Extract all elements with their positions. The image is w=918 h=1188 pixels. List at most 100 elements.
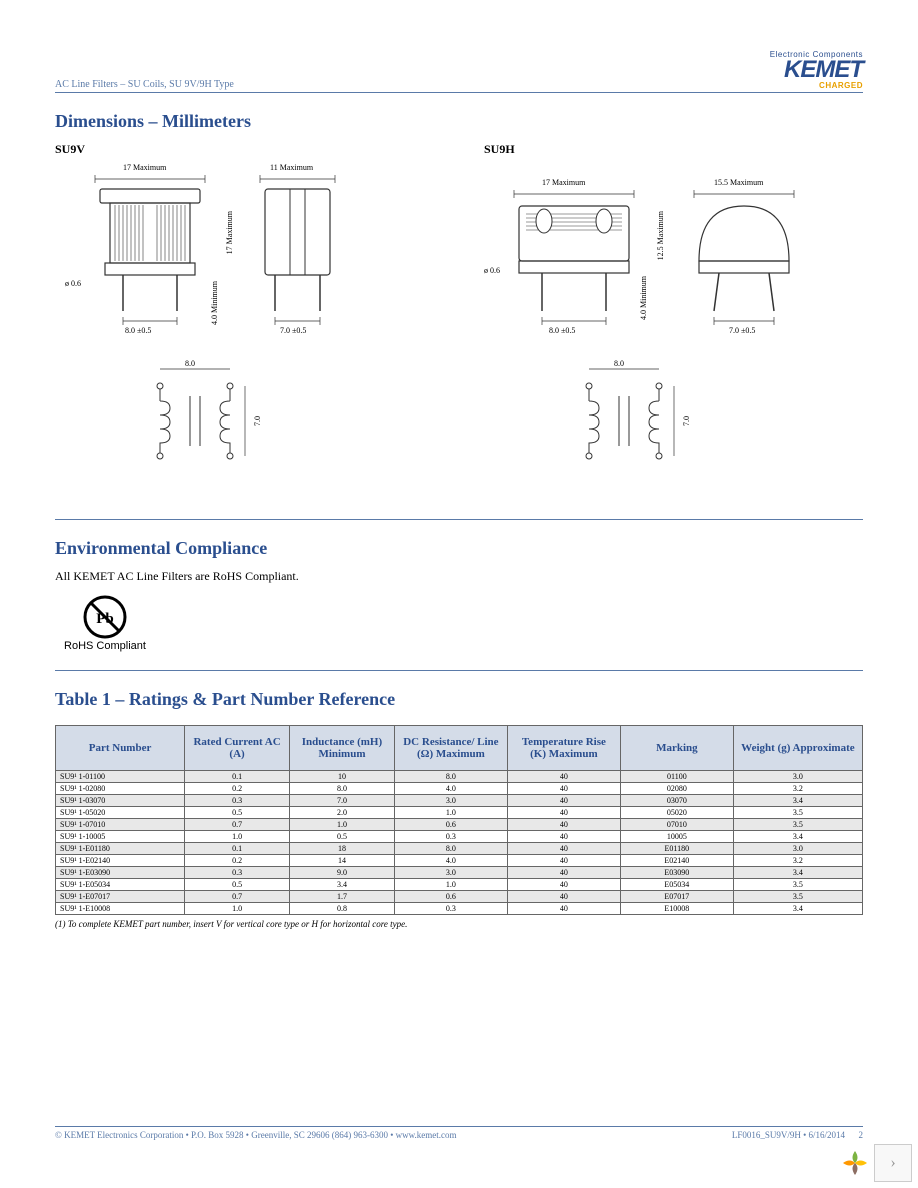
table-cell: 0.2 <box>185 782 290 794</box>
diagram-su9v: 17 Maximum 11 Maximum 17 Maximum ø 0.6 8… <box>55 161 434 501</box>
table-row: SU9¹ 1-E030900.39.03.040E030903.4 <box>56 866 863 878</box>
table-cell: 8.0 <box>290 782 395 794</box>
table-row: SU9¹ 1-100051.00.50.340100053.4 <box>56 830 863 842</box>
footer-left: © KEMET Electronics Corporation • P.O. B… <box>55 1130 457 1140</box>
dim-text: 7.0 <box>253 416 262 426</box>
table-cell: 40 <box>507 890 620 902</box>
table-cell: SU9¹ 1-05020 <box>56 806 185 818</box>
table-cell: E05034 <box>620 878 733 890</box>
table-cell: 0.7 <box>185 890 290 902</box>
table-cell: 40 <box>507 866 620 878</box>
table-cell: E02140 <box>620 854 733 866</box>
table-cell: 2.0 <box>290 806 395 818</box>
table-cell: SU9¹ 1-03070 <box>56 794 185 806</box>
table-cell: 0.3 <box>394 902 507 914</box>
table-cell: 3.4 <box>733 830 862 842</box>
su9v-schematic-icon <box>135 361 285 481</box>
table-cell: 40 <box>507 794 620 806</box>
table-row: SU9¹ 1-E100081.00.80.340E100083.4 <box>56 902 863 914</box>
table-cell: 10005 <box>620 830 733 842</box>
table-cell: 40 <box>507 902 620 914</box>
table-cell: 01100 <box>620 770 733 782</box>
table-row: SU9¹ 1-011000.1108.040011003.0 <box>56 770 863 782</box>
su9h-schematic-icon <box>564 361 714 481</box>
ratings-table: Part NumberRated Current AC (A)Inductanc… <box>55 725 863 915</box>
table-cell: 0.2 <box>185 854 290 866</box>
dim-text: 17 Maximum <box>225 211 234 254</box>
table-cell: 3.5 <box>733 878 862 890</box>
table-row: SU9¹ 1-E050340.53.41.040E050343.5 <box>56 878 863 890</box>
dim-text: 7.0 <box>682 416 691 426</box>
dimension-block-su9v: SU9V <box>55 142 434 501</box>
table-cell: 0.5 <box>290 830 395 842</box>
table-cell: 40 <box>507 854 620 866</box>
table-cell: SU9¹ 1-E03090 <box>56 866 185 878</box>
table-cell: 10 <box>290 770 395 782</box>
dim-text: ø 0.6 <box>484 266 500 275</box>
dimensions-row: SU9V <box>55 142 863 501</box>
table-cell: 3.2 <box>733 782 862 794</box>
table-cell: SU9¹ 1-E01180 <box>56 842 185 854</box>
table-cell: 4.0 <box>394 854 507 866</box>
dim-text: 17 Maximum <box>542 178 585 187</box>
table-cell: 0.3 <box>185 866 290 878</box>
dim-text: 4.0 Minimum <box>210 281 219 325</box>
table-cell: 0.3 <box>394 830 507 842</box>
next-page-button[interactable]: › <box>874 1144 912 1182</box>
rohs-label: RoHS Compliant <box>64 640 146 652</box>
table-row: SU9¹ 1-030700.37.03.040030703.4 <box>56 794 863 806</box>
dim-text: 7.0 ±0.5 <box>280 326 306 335</box>
env-text: All KEMET AC Line Filters are RoHS Compl… <box>55 569 863 584</box>
dim-text: 17 Maximum <box>123 163 166 172</box>
chevron-right-icon: › <box>890 1154 895 1172</box>
table-cell: 8.0 <box>394 842 507 854</box>
table-cell: 3.5 <box>733 890 862 902</box>
table-cell: E10008 <box>620 902 733 914</box>
table-cell: 40 <box>507 818 620 830</box>
table-row: SU9¹ 1-050200.52.01.040050203.5 <box>56 806 863 818</box>
table-cell: 3.0 <box>733 842 862 854</box>
dim-text: 8.0 ±0.5 <box>549 326 575 335</box>
table-cell: SU9¹ 1-07010 <box>56 818 185 830</box>
section-title-dimensions: Dimensions – Millimeters <box>55 111 863 132</box>
table-cell: SU9¹ 1-E10008 <box>56 902 185 914</box>
table-cell: 40 <box>507 806 620 818</box>
page-header: AC Line Filters – SU Coils, SU 9V/9H Typ… <box>55 50 863 93</box>
table-cell: 3.0 <box>733 770 862 782</box>
table-cell: E03090 <box>620 866 733 878</box>
table-cell: 40 <box>507 878 620 890</box>
svg-text:Pb: Pb <box>96 611 114 627</box>
table-cell: SU9¹ 1-E05034 <box>56 878 185 890</box>
table-cell: 1.7 <box>290 890 395 902</box>
table-cell: 3.0 <box>394 866 507 878</box>
table-cell: 07010 <box>620 818 733 830</box>
brand-logo: Electronic Components KEMET CHARGED <box>770 50 863 90</box>
table-cell: 0.1 <box>185 842 290 854</box>
table-row: SU9¹ 1-070100.71.00.640070103.5 <box>56 818 863 830</box>
table-cell: 3.4 <box>733 794 862 806</box>
rohs-pb-free-icon: Pb <box>82 594 128 640</box>
rohs-badge: Pb RoHS Compliant <box>55 594 155 652</box>
su9v-side-view-icon <box>245 171 355 331</box>
dim-label-su9h: SU9H <box>484 142 863 157</box>
dim-text: 8.0 <box>614 359 624 368</box>
table-cell: 0.6 <box>394 818 507 830</box>
footer-right: LF0016_SU9V/9H • 6/16/2014 <box>732 1130 845 1140</box>
table-cell: 9.0 <box>290 866 395 878</box>
table-cell: SU9¹ 1-E07017 <box>56 890 185 902</box>
table-cell: SU9¹ 1-02080 <box>56 782 185 794</box>
table-cell: 40 <box>507 830 620 842</box>
dim-text: 4.0 Minimum <box>639 276 648 320</box>
table-cell: 1.0 <box>185 830 290 842</box>
table-cell: 3.0 <box>394 794 507 806</box>
table-cell: 0.5 <box>185 878 290 890</box>
table-header-cell: Marking <box>620 725 733 770</box>
page-footer: © KEMET Electronics Corporation • P.O. B… <box>55 1126 863 1140</box>
su9h-side-view-icon <box>684 186 814 336</box>
su9h-front-view-icon <box>494 186 654 336</box>
table-cell: SU9¹ 1-01100 <box>56 770 185 782</box>
divider <box>55 670 863 671</box>
table-cell: 1.0 <box>185 902 290 914</box>
table-cell: 8.0 <box>394 770 507 782</box>
table-header-cell: Rated Current AC (A) <box>185 725 290 770</box>
